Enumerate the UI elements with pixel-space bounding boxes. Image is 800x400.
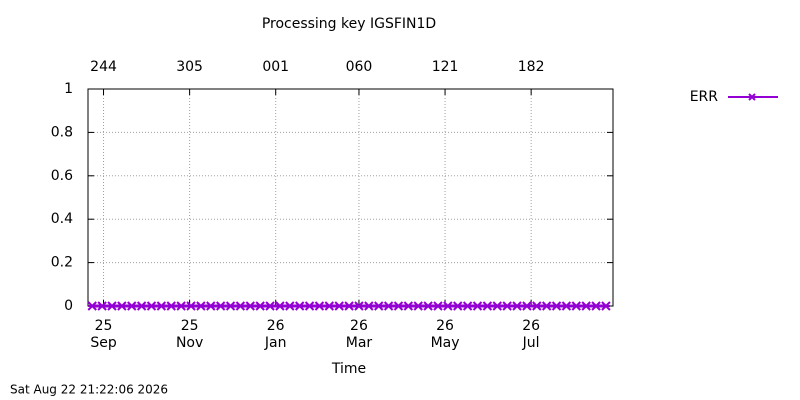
x2-tick-label: 001 [262, 59, 289, 75]
y-tick-label: 1 [64, 81, 73, 97]
x2-tick-label: 182 [518, 59, 545, 75]
y-tick-label: 0.2 [51, 255, 73, 271]
point [176, 301, 186, 311]
point [265, 301, 275, 311]
y-tick-label: 0.4 [51, 211, 73, 227]
point [364, 301, 374, 311]
point [117, 301, 127, 311]
point [285, 301, 295, 311]
point [215, 301, 226, 311]
point [275, 301, 285, 311]
point [136, 301, 147, 311]
point [601, 301, 611, 311]
point [87, 301, 97, 311]
x2-tick-label: 121 [432, 59, 459, 75]
point [294, 301, 305, 311]
point [255, 301, 265, 311]
point [146, 301, 157, 311]
point [453, 301, 463, 311]
point [522, 301, 532, 311]
legend-label: ERR [690, 89, 719, 105]
point [443, 301, 453, 311]
point [393, 301, 404, 311]
point [472, 301, 483, 311]
y-tick-label: 0 [64, 298, 73, 314]
chart-title: Processing key IGSFIN1D [262, 16, 436, 32]
point [423, 301, 433, 311]
point [383, 301, 394, 311]
point [374, 301, 384, 311]
point [166, 301, 176, 311]
point [532, 301, 542, 311]
point [541, 301, 552, 311]
x-tick-label: 26 Mar [345, 318, 373, 351]
point [107, 301, 117, 311]
point [492, 301, 502, 311]
point [324, 301, 335, 311]
x-tick-label: 26 May [430, 318, 460, 351]
x2-tick-label: 060 [346, 59, 373, 75]
point [344, 301, 354, 311]
point [186, 301, 196, 311]
x2-tick-label: 244 [90, 59, 117, 75]
legend-marker [748, 93, 756, 101]
point [245, 301, 256, 311]
point [433, 301, 443, 311]
point [561, 301, 572, 311]
x-axis-label: Time [331, 361, 366, 377]
point [482, 301, 493, 311]
point [571, 301, 582, 311]
point [591, 301, 601, 311]
point [196, 301, 206, 311]
point [403, 301, 414, 311]
point [502, 301, 512, 311]
point [225, 301, 236, 311]
point [551, 301, 562, 311]
x-tick-label: 26 Jan [264, 318, 287, 351]
point [156, 301, 167, 311]
y-tick-label: 0.6 [51, 168, 73, 184]
point [512, 301, 522, 311]
x-tick-label: 25 Sep [90, 318, 117, 351]
point [413, 301, 423, 311]
plot-frame [87, 88, 614, 307]
x2-tick-label: 305 [176, 59, 203, 75]
point [334, 301, 344, 311]
point [304, 301, 315, 311]
point [581, 301, 591, 311]
y-tick-label: 0.8 [51, 124, 73, 140]
x-tick-label: 25 Nov [175, 318, 204, 351]
point [235, 301, 246, 311]
point [354, 301, 364, 311]
point [462, 301, 473, 311]
point [97, 301, 107, 311]
point [314, 301, 325, 311]
x-tick-label: 26 Jul [522, 318, 541, 351]
point [127, 301, 137, 311]
footer: Sat Aug 22 21:22:06 2026 [10, 383, 168, 397]
point [206, 301, 216, 311]
